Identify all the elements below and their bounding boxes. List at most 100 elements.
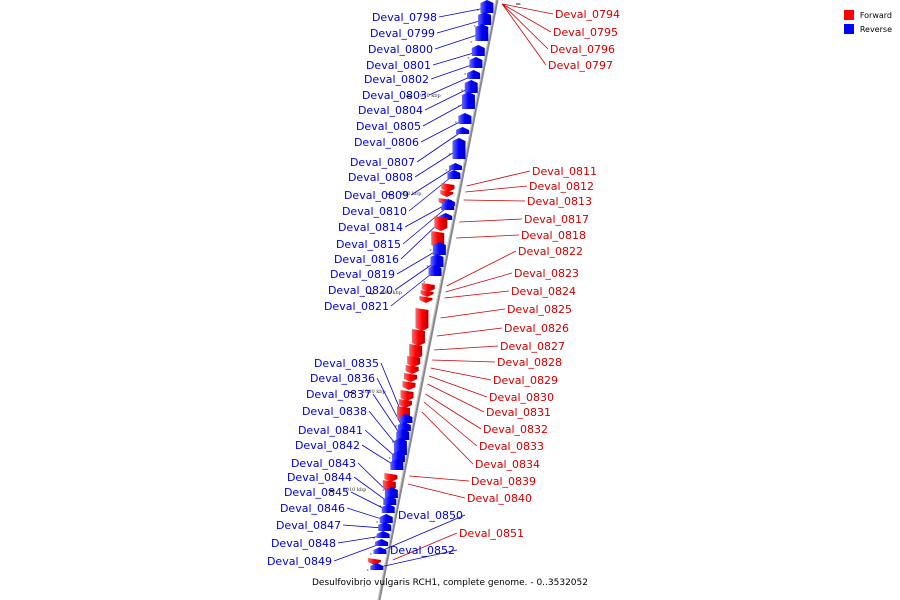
gene-feature-deval-0817[interactable] (434, 216, 448, 231)
gene-feature-deval-0850[interactable] (373, 547, 387, 554)
gene-feature-deval-0829[interactable] (405, 365, 419, 374)
gene-label-deval-0836[interactable]: Deval_0836 (310, 372, 375, 385)
gene-feature-deval-0819[interactable] (432, 242, 446, 255)
gene-feature-deval-0832[interactable] (400, 390, 414, 401)
gene-label-deval-0815[interactable]: Deval_0815 (336, 238, 401, 251)
gene-label-deval-0816[interactable]: Deval_0816 (334, 253, 399, 266)
gene-label-deval-0808[interactable]: Deval_0808 (348, 171, 413, 184)
gene-label-deval-0840[interactable]: Deval_0840 (467, 492, 532, 505)
gene-feature-deval-0805[interactable] (461, 92, 475, 109)
gene-label-deval-0831[interactable]: Deval_0831 (486, 406, 551, 419)
gene-label-deval-0843[interactable]: Deval_0843 (291, 457, 356, 470)
gene-label-deval-0845[interactable]: Deval_0845 (284, 486, 349, 499)
gene-label-deval-0796[interactable]: Deval_0796 (550, 43, 615, 56)
gene-feature-deval-0833[interactable] (398, 399, 412, 408)
gene-label-deval-0829[interactable]: Deval_0829 (493, 374, 558, 387)
gene-label-deval-0822[interactable]: Deval_0822 (518, 245, 583, 258)
gene-feature-deval-0852[interactable] (370, 563, 384, 570)
gene-label-deval-0835[interactable]: Deval_0835 (314, 357, 379, 370)
gene-feature-deval-0825[interactable] (415, 308, 429, 331)
gene-label-deval-0841[interactable]: Deval_0841 (298, 424, 363, 437)
gene-label-deval-0826[interactable]: Deval_0826 (504, 322, 569, 335)
gene-label-deval-0809[interactable]: Deval_0809 (344, 189, 409, 202)
gene-label-deval-0842[interactable]: Deval_0842 (295, 439, 360, 452)
gene-label-deval-0848[interactable]: Deval_0848 (271, 537, 336, 550)
gene-feature-deval-0842[interactable] (390, 459, 404, 470)
gene-feature-deval-0848[interactable] (376, 531, 390, 538)
gene-feature-deval-0804[interactable] (464, 80, 478, 93)
gene-feature-deval-0845[interactable] (381, 504, 395, 513)
gene-feature-deval-0811[interactable] (441, 183, 455, 192)
gene-label-deval-0849[interactable]: Deval_0849 (267, 555, 332, 568)
gene-feature-deval-0806[interactable] (458, 113, 472, 124)
gene-feature-deval-0846[interactable] (379, 514, 393, 523)
gene-feature-deval-0841[interactable] (391, 451, 405, 462)
gene-feature-deval-0824[interactable] (419, 296, 433, 303)
gene-feature-deval-0835[interactable] (399, 414, 413, 423)
gene-label-deval-0814[interactable]: Deval_0814 (338, 221, 403, 234)
gene-label-deval-0795[interactable]: Deval_0795 (553, 26, 618, 39)
gene-feature-deval-0820[interactable] (430, 254, 444, 267)
gene-feature-deval-0830[interactable] (404, 373, 418, 382)
gene-label-deval-0821[interactable]: Deval_0821 (324, 300, 389, 313)
gene-label-deval-0800[interactable]: Deval_0800 (368, 43, 433, 56)
gene-label-deval-0812[interactable]: Deval_0812 (529, 180, 594, 193)
gene-feature-deval-0836[interactable] (397, 422, 411, 431)
gene-feature-deval-0809[interactable] (448, 163, 462, 170)
gene-feature-deval-0839[interactable] (384, 473, 398, 482)
gene-label-deval-0794[interactable]: Deval_0794 (555, 8, 620, 21)
gene-label-deval-0828[interactable]: Deval_0828 (497, 356, 562, 369)
gene-label-deval-0852[interactable]: Deval_0852 (390, 544, 455, 557)
gene-label-deval-0837[interactable]: Deval_0837 (306, 388, 371, 401)
gene-feature-deval-0801[interactable] (471, 45, 485, 56)
gene-feature-deval-0849[interactable] (375, 539, 389, 546)
gene-label-deval-0838[interactable]: Deval_0838 (302, 405, 367, 418)
gene-label-deval-0803[interactable]: Deval_0803 (362, 89, 427, 102)
gene-label-deval-0813[interactable]: Deval_0813 (527, 195, 592, 208)
gene-label-deval-0811[interactable]: Deval_0811 (532, 165, 597, 178)
gene-label-deval-0820[interactable]: Deval_0820 (328, 284, 393, 297)
gene-label-deval-0851[interactable]: Deval_0851 (459, 527, 524, 540)
gene-label-deval-0823[interactable]: Deval_0823 (514, 267, 579, 280)
gene-label-deval-0819[interactable]: Deval_0819 (330, 268, 395, 281)
gene-label-deval-0834[interactable]: Deval_0834 (475, 458, 540, 471)
gene-feature-deval-0798[interactable] (480, 0, 494, 13)
gene-feature-deval-0822[interactable] (421, 283, 435, 292)
gene-feature-deval-0821[interactable] (428, 265, 442, 276)
gene-label-deval-0798[interactable]: Deval_0798 (372, 11, 437, 24)
gene-label-deval-0827[interactable]: Deval_0827 (500, 340, 565, 353)
gene-label-deval-0850[interactable]: Deval_0850 (398, 509, 463, 522)
gene-feature-deval-0808[interactable] (452, 138, 466, 159)
gene-label-deval-0833[interactable]: Deval_0833 (479, 440, 544, 453)
gene-label-deval-0804[interactable]: Deval_0804 (358, 104, 423, 117)
gene-feature-deval-0823[interactable] (420, 290, 434, 297)
gene-label-deval-0805[interactable]: Deval_0805 (356, 120, 421, 133)
gene-label-deval-0830[interactable]: Deval_0830 (489, 391, 554, 404)
gene-feature-deval-0837[interactable] (396, 429, 410, 440)
gene-feature-deval-0851[interactable] (367, 558, 381, 565)
gene-label-deval-0847[interactable]: Deval_0847 (276, 519, 341, 532)
gene-label-deval-0832[interactable]: Deval_0832 (483, 423, 548, 436)
gene-feature-deval-0799[interactable] (478, 12, 492, 25)
gene-feature-deval-0843[interactable] (384, 487, 398, 498)
gene-label-deval-0844[interactable]: Deval_0844 (287, 471, 352, 484)
gene-label-deval-0825[interactable]: Deval_0825 (507, 303, 572, 316)
gene-feature-deval-0812[interactable] (440, 190, 454, 197)
gene-feature-deval-0803[interactable] (467, 70, 481, 79)
gene-label-deval-0817[interactable]: Deval_0817 (524, 213, 589, 226)
gene-label-deval-0801[interactable]: Deval_0801 (366, 59, 431, 72)
gene-label-deval-0807[interactable]: Deval_0807 (350, 156, 415, 169)
gene-feature-deval-0810[interactable] (447, 170, 461, 179)
gene-feature-deval-0838[interactable] (393, 438, 407, 455)
gene-label-deval-0846[interactable]: Deval_0846 (280, 502, 345, 515)
gene-label-deval-0839[interactable]: Deval_0839 (471, 475, 536, 488)
gene-label-deval-0824[interactable]: Deval_0824 (511, 285, 576, 298)
gene-label-deval-0818[interactable]: Deval_0818 (521, 229, 586, 242)
gene-feature-deval-0844[interactable] (383, 496, 397, 505)
gene-feature-deval-0827[interactable] (409, 344, 423, 359)
gene-feature-deval-0807[interactable] (456, 127, 470, 134)
gene-label-deval-0799[interactable]: Deval_0799 (370, 27, 435, 40)
gene-feature-deval-0802[interactable] (469, 57, 483, 68)
gene-label-deval-0797[interactable]: Deval_0797 (548, 59, 613, 72)
gene-feature-deval-0826[interactable] (411, 329, 425, 346)
